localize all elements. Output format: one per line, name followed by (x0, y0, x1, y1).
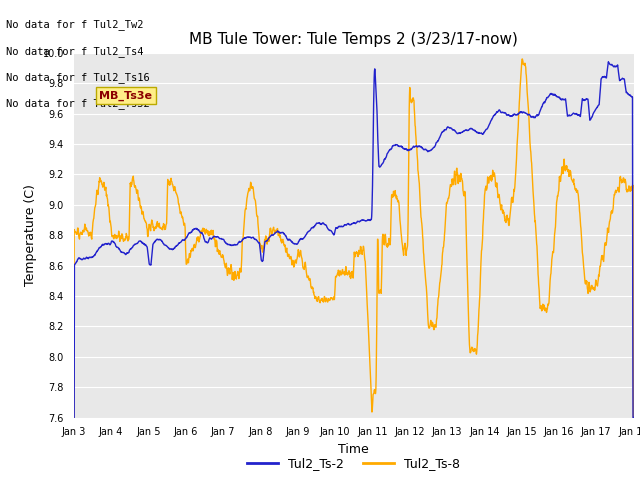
Text: MB_Ts3e: MB_Ts3e (99, 90, 152, 100)
X-axis label: Time: Time (338, 443, 369, 456)
Legend: Tul2_Ts-2, Tul2_Ts-8: Tul2_Ts-2, Tul2_Ts-8 (242, 452, 465, 475)
Text: No data for f Tul2_Ts16: No data for f Tul2_Ts16 (6, 72, 150, 83)
Text: No data for f Tul2_Ts4: No data for f Tul2_Ts4 (6, 46, 144, 57)
Title: MB Tule Tower: Tule Temps 2 (3/23/17-now): MB Tule Tower: Tule Temps 2 (3/23/17-now… (189, 33, 518, 48)
Y-axis label: Temperature (C): Temperature (C) (24, 184, 37, 286)
Text: No data for f Tul2_Tw2: No data for f Tul2_Tw2 (6, 19, 144, 30)
Text: No data for f Tul2_Ts32: No data for f Tul2_Ts32 (6, 98, 150, 109)
